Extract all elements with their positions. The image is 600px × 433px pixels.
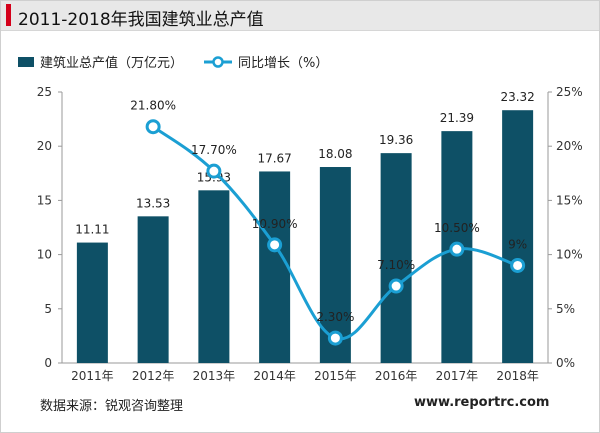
growth-point [267, 237, 283, 253]
growth-point [510, 257, 526, 273]
growth-point [206, 163, 222, 179]
y-right-tick-label: 5% [556, 302, 575, 316]
bar-value-label: 11.11 [75, 223, 109, 237]
y-right-tick-label: 0% [556, 356, 575, 370]
y-left-tick-label: 10 [37, 248, 52, 262]
y-left-tick-label: 5 [44, 302, 52, 316]
growth-value-label: 2.30% [316, 310, 354, 324]
legend-line-label: 同比增长（%） [238, 56, 329, 71]
bar [198, 190, 230, 363]
bar [380, 153, 412, 363]
bar [502, 110, 534, 363]
chart-plot: 0 5 10 15 20 25 0% 5% 10% 15% 20% 25% 2011年 2012年 2013… [37, 85, 583, 383]
y-right-tick-label: 15% [556, 193, 583, 207]
legend-bar-swatch [18, 56, 34, 67]
bar-value-label: 13.53 [136, 196, 170, 210]
y-right-tick-label: 10% [556, 248, 583, 262]
x-tick-label: 2013年 [193, 369, 236, 383]
legend-bar-label: 建筑业总产值（万亿元） [40, 56, 184, 71]
growth-value-label: 10.50% [434, 221, 480, 235]
growth-value-label: 9% [508, 237, 527, 251]
source-note: 数据来源：锐观咨询整理 [40, 399, 184, 414]
bar [259, 171, 291, 363]
y-left-tick-label: 15 [37, 193, 52, 207]
title-accent-mark [6, 4, 11, 26]
growth-value-label: 17.70% [191, 143, 237, 157]
legend-line-marker [204, 55, 232, 68]
y-right-tick-label: 20% [556, 139, 583, 153]
x-tick-label: 2018年 [496, 369, 539, 383]
x-tick-label: 2012年 [132, 369, 175, 383]
growth-value-label: 21.80% [130, 99, 176, 113]
y-left-tick-label: 0 [44, 356, 52, 370]
bar-value-label: 19.36 [379, 133, 413, 147]
growth-point [449, 241, 465, 257]
watermark: www.reportrc.com [414, 395, 550, 410]
y-right-tick-label: 25% [556, 85, 583, 99]
growth-value-label: 7.10% [377, 258, 415, 272]
bar-value-label: 18.08 [318, 147, 352, 161]
growth-value-label: 10.90% [252, 217, 298, 231]
x-tick-label: 2016年 [375, 369, 418, 383]
chart-title: 2011-2018年我国建筑业总产值 [18, 10, 264, 30]
y-left-tick-label: 20 [37, 139, 52, 153]
y-left-tick-label: 25 [37, 85, 52, 99]
bar-value-label: 23.32 [500, 90, 534, 104]
growth-point [327, 330, 343, 346]
bar-value-label: 21.39 [440, 111, 474, 125]
bar-value-label: 17.67 [257, 151, 291, 165]
growth-point [145, 119, 161, 135]
x-tick-label: 2014年 [253, 369, 296, 383]
legend-item-line: 同比增长（%） [204, 52, 328, 71]
title-bar: 2011-2018年我国建筑业总产值 [0, 0, 600, 31]
legend-item-bar: 建筑业总产值（万亿元） [18, 52, 183, 71]
x-tick-label: 2011年 [71, 369, 114, 383]
x-tick-label: 2015年 [314, 369, 357, 383]
growth-point [388, 278, 404, 294]
bar [137, 216, 169, 363]
bar [76, 242, 108, 363]
x-tick-label: 2017年 [436, 369, 479, 383]
